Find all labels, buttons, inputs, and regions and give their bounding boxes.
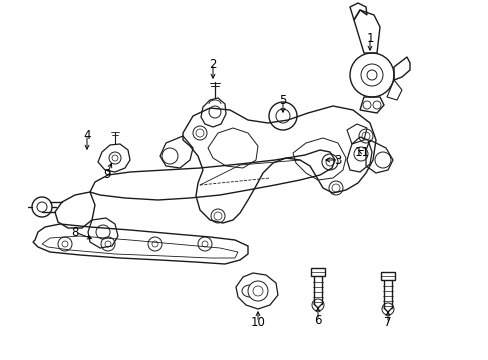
Text: 5: 5: [279, 94, 286, 107]
Text: 10: 10: [250, 315, 265, 328]
Text: 8: 8: [71, 225, 79, 239]
Text: 4: 4: [83, 129, 91, 141]
Text: 7: 7: [384, 316, 391, 329]
Text: 11: 11: [354, 145, 369, 158]
Text: 9: 9: [103, 167, 110, 180]
Text: 1: 1: [366, 32, 373, 45]
Text: 3: 3: [334, 153, 341, 166]
Text: 6: 6: [314, 314, 321, 327]
Text: 2: 2: [209, 58, 216, 71]
